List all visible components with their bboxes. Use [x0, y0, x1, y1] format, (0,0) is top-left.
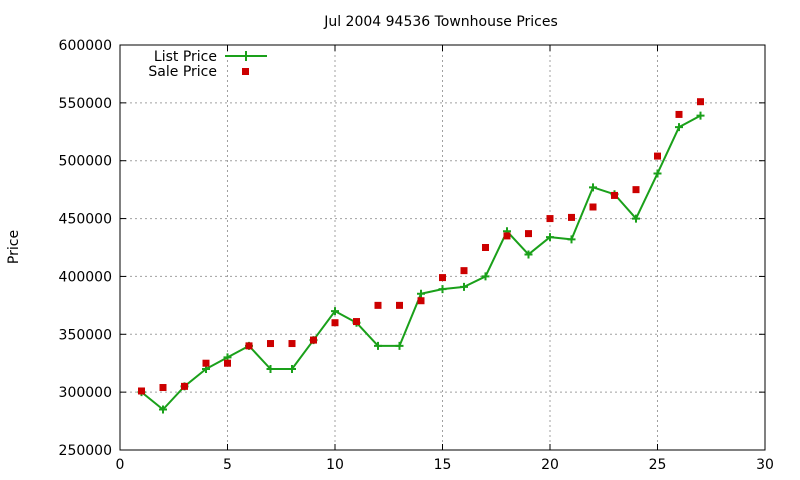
y-tick-label: 500000: [59, 154, 112, 170]
data-point-list-price: [438, 285, 447, 294]
data-point-list-price: [417, 289, 425, 298]
legend-label-list-price: List Price: [154, 49, 217, 65]
legend-label-sale-price: Sale Price: [148, 64, 217, 80]
y-tick-label: 550000: [59, 96, 112, 112]
grid: [120, 45, 765, 450]
data-point-list-price: [589, 183, 597, 192]
data-point-sale-price: [181, 382, 188, 390]
y-axis-label: Price: [6, 230, 22, 264]
data-point-sale-price: [224, 359, 231, 367]
data-point-list-price: [331, 307, 339, 316]
y-tick-label: 250000: [59, 443, 112, 459]
legend-marker-list-price: [241, 51, 251, 61]
data-point-sale-price: [654, 152, 661, 160]
data-point-sale-price: [202, 359, 210, 367]
data-point-list-price: [481, 272, 490, 281]
y-tick-label: 400000: [59, 269, 112, 285]
data-point-sale-price: [396, 301, 403, 309]
data-point-list-price: [696, 111, 705, 120]
data-point-sale-price: [267, 340, 274, 348]
data-point-list-price: [653, 169, 662, 178]
data-point-list-price: [374, 341, 382, 350]
data-point-sale-price: [675, 110, 683, 118]
data-point-sale-price: [331, 319, 339, 327]
data-point-sale-price: [460, 267, 468, 275]
data-point-list-price: [675, 123, 683, 132]
y-tick-label: 350000: [59, 327, 112, 343]
data-point-list-price: [266, 365, 275, 373]
data-point-list-price: [524, 250, 533, 259]
legend: List Price Sale Price: [148, 49, 267, 80]
data-point-list-price: [288, 365, 296, 373]
y-tick-label: 600000: [59, 38, 112, 54]
x-tick-label: 30: [756, 457, 774, 473]
x-tick-label: 25: [649, 457, 667, 473]
data-point-list-price: [632, 214, 640, 223]
data-point-sale-price: [159, 384, 167, 392]
data-point-sale-price: [288, 340, 296, 348]
data-point-list-price: [159, 405, 167, 414]
data-point-list-price: [395, 341, 404, 350]
x-tick-label: 5: [223, 457, 232, 473]
data-point-sale-price: [138, 387, 145, 395]
data-point-sale-price: [632, 186, 640, 194]
data-point-list-price: [567, 235, 576, 244]
x-tick-label: 20: [541, 457, 559, 473]
data-point-sale-price: [589, 203, 597, 211]
y-tick-label: 300000: [59, 385, 112, 401]
data-point-sale-price: [482, 244, 489, 251]
data-point-sale-price: [439, 274, 446, 282]
series: [137, 98, 705, 414]
data-point-list-price: [460, 282, 468, 291]
data-point-sale-price: [568, 213, 575, 221]
data-point-sale-price: [245, 342, 253, 350]
data-point-sale-price: [611, 191, 618, 199]
y-tick-label: 450000: [59, 212, 112, 228]
data-point-sale-price: [310, 336, 317, 344]
data-point-sale-price: [374, 301, 382, 309]
x-tick-label: 10: [326, 457, 344, 473]
data-point-sale-price: [697, 98, 704, 106]
legend-marker-sale-price: [242, 68, 249, 75]
x-tick-label: 15: [434, 457, 452, 473]
data-point-sale-price: [353, 318, 360, 326]
x-tick-label: 0: [116, 457, 125, 473]
data-point-sale-price: [417, 297, 425, 305]
chart-title: Jul 2004 94536 Townhouse Prices: [323, 14, 558, 30]
data-point-sale-price: [503, 232, 511, 240]
data-point-sale-price: [546, 215, 554, 223]
data-point-list-price: [546, 233, 554, 242]
axis-ticks: 0 5 10 15 20 25 30 250000 300000 350000 400000 4500…: [59, 38, 774, 473]
data-point-sale-price: [525, 230, 532, 238]
